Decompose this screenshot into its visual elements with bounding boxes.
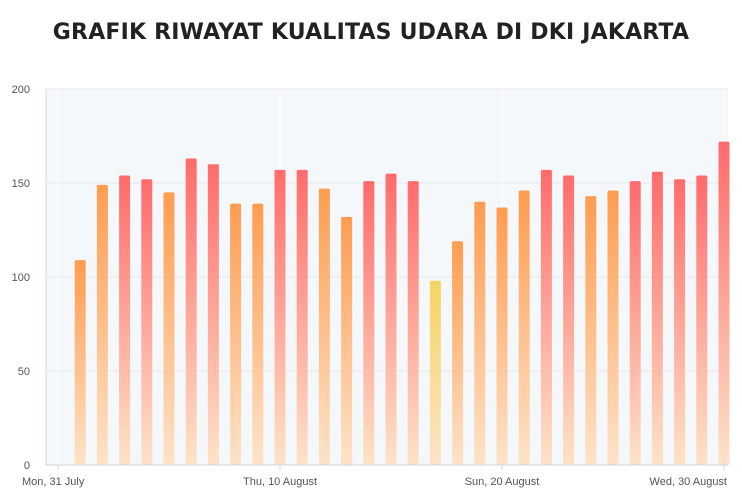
y-tick-label: 0 bbox=[24, 460, 30, 472]
bar-series bbox=[74, 141, 730, 466]
bar[interactable] bbox=[207, 164, 219, 465]
bar[interactable] bbox=[629, 181, 641, 465]
bar[interactable] bbox=[496, 207, 508, 465]
bar[interactable] bbox=[230, 203, 242, 465]
x-tick-label: Thu, 10 August bbox=[243, 476, 317, 488]
bar[interactable] bbox=[407, 181, 419, 465]
bar[interactable] bbox=[585, 196, 597, 465]
y-tick-label: 150 bbox=[12, 178, 30, 190]
bar[interactable] bbox=[252, 203, 264, 465]
bar[interactable] bbox=[540, 169, 552, 465]
x-tick-label: Mon, 31 July bbox=[22, 476, 85, 488]
y-tick-label: 200 bbox=[12, 84, 30, 96]
bar[interactable] bbox=[696, 175, 708, 466]
bar[interactable] bbox=[607, 190, 619, 465]
bar[interactable] bbox=[718, 141, 730, 465]
bar[interactable] bbox=[452, 241, 464, 465]
x-tick-label: Wed, 30 August bbox=[650, 476, 727, 488]
bar[interactable] bbox=[274, 169, 286, 465]
bar[interactable] bbox=[429, 280, 441, 465]
bar[interactable] bbox=[185, 158, 197, 465]
chart-title: GRAFIK RIWAYAT KUALITAS UDARA DI DKI JAK… bbox=[52, 20, 690, 45]
bar[interactable] bbox=[163, 192, 175, 465]
bar[interactable] bbox=[518, 190, 530, 465]
bar[interactable] bbox=[74, 260, 86, 465]
bar[interactable] bbox=[674, 179, 686, 466]
bar[interactable] bbox=[318, 188, 330, 465]
y-axis: 0 50 100 150 200 bbox=[12, 84, 47, 472]
x-axis: Mon, 31 July Thu, 10 August Sun, 20 August… bbox=[22, 464, 728, 488]
bar[interactable] bbox=[651, 171, 663, 465]
bar[interactable] bbox=[385, 173, 397, 465]
bar[interactable] bbox=[119, 175, 131, 466]
bar[interactable] bbox=[96, 184, 108, 465]
bar[interactable] bbox=[141, 179, 153, 466]
bar[interactable] bbox=[474, 201, 486, 466]
bar[interactable] bbox=[341, 216, 353, 465]
y-tick-label: 100 bbox=[12, 272, 30, 284]
bar[interactable] bbox=[296, 169, 308, 465]
bar[interactable] bbox=[563, 175, 575, 466]
y-tick-label: 50 bbox=[18, 366, 30, 378]
bar[interactable] bbox=[363, 181, 375, 465]
x-tick-label: Sun, 20 August bbox=[465, 476, 540, 488]
